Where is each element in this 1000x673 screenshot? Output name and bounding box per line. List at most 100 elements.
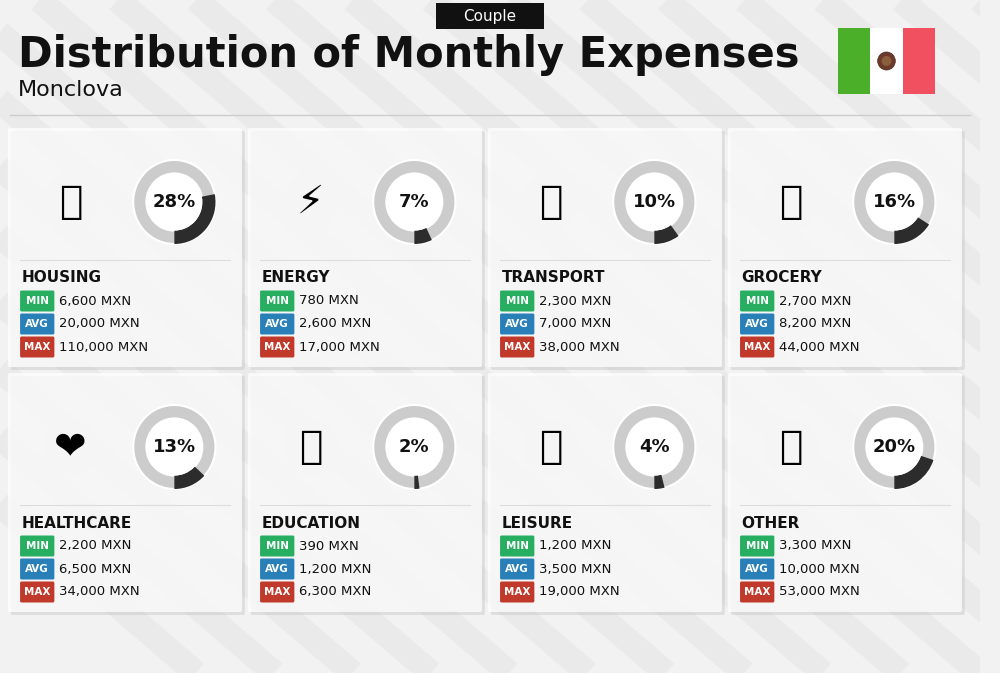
Text: AVG: AVG (505, 564, 529, 574)
Wedge shape (174, 194, 216, 244)
Text: AVG: AVG (745, 564, 769, 574)
FancyBboxPatch shape (260, 581, 294, 602)
Text: MAX: MAX (504, 342, 530, 352)
FancyBboxPatch shape (500, 336, 534, 357)
Circle shape (283, 419, 338, 475)
Text: 4%: 4% (639, 438, 670, 456)
FancyBboxPatch shape (500, 291, 534, 312)
Text: 780 MXN: 780 MXN (299, 295, 359, 308)
Circle shape (523, 419, 578, 475)
Text: 2,700 MXN: 2,700 MXN (779, 295, 851, 308)
Bar (838, 28, 870, 94)
Circle shape (763, 174, 818, 230)
Text: 19,000 MXN: 19,000 MXN (539, 586, 619, 598)
FancyBboxPatch shape (500, 581, 534, 602)
Text: 28%: 28% (153, 193, 196, 211)
Text: MAX: MAX (24, 342, 50, 352)
Wedge shape (894, 456, 933, 489)
Text: 10,000 MXN: 10,000 MXN (779, 563, 859, 575)
FancyBboxPatch shape (500, 559, 534, 579)
FancyBboxPatch shape (20, 291, 54, 312)
Wedge shape (414, 228, 432, 244)
Wedge shape (373, 405, 455, 489)
Text: 2%: 2% (399, 438, 430, 456)
FancyBboxPatch shape (728, 128, 962, 367)
Wedge shape (654, 225, 679, 244)
FancyBboxPatch shape (8, 373, 242, 612)
Circle shape (386, 174, 442, 231)
Text: MIN: MIN (266, 296, 289, 306)
Circle shape (283, 174, 338, 230)
FancyBboxPatch shape (248, 128, 482, 367)
Text: HOUSING: HOUSING (22, 271, 102, 285)
Text: 3,300 MXN: 3,300 MXN (779, 540, 851, 553)
Text: MIN: MIN (746, 296, 769, 306)
Circle shape (146, 174, 202, 231)
FancyBboxPatch shape (248, 373, 482, 612)
Wedge shape (853, 405, 935, 489)
Text: 🚌: 🚌 (539, 183, 562, 221)
FancyBboxPatch shape (11, 376, 245, 615)
Text: 390 MXN: 390 MXN (299, 540, 359, 553)
Text: MAX: MAX (24, 587, 50, 597)
Bar (870, 28, 903, 94)
FancyBboxPatch shape (20, 581, 54, 602)
FancyBboxPatch shape (488, 373, 722, 612)
Wedge shape (654, 474, 665, 489)
FancyBboxPatch shape (740, 536, 774, 557)
Text: 7%: 7% (399, 193, 430, 211)
Text: MAX: MAX (744, 587, 770, 597)
Text: 1,200 MXN: 1,200 MXN (299, 563, 371, 575)
Circle shape (626, 419, 682, 476)
Text: MIN: MIN (26, 541, 49, 551)
FancyBboxPatch shape (20, 559, 54, 579)
Text: 13%: 13% (153, 438, 196, 456)
Circle shape (43, 419, 98, 475)
FancyBboxPatch shape (731, 131, 965, 370)
Circle shape (866, 174, 922, 231)
Text: 38,000 MXN: 38,000 MXN (539, 341, 619, 353)
Text: AVG: AVG (265, 564, 289, 574)
Wedge shape (613, 160, 695, 244)
FancyBboxPatch shape (740, 559, 774, 579)
FancyBboxPatch shape (500, 314, 534, 334)
Wedge shape (133, 405, 216, 489)
Circle shape (878, 52, 895, 70)
Text: MAX: MAX (504, 587, 530, 597)
Text: EDUCATION: EDUCATION (262, 516, 361, 530)
Text: ⚡: ⚡ (297, 183, 324, 221)
Text: 2,300 MXN: 2,300 MXN (539, 295, 611, 308)
Text: ENERGY: ENERGY (262, 271, 330, 285)
FancyBboxPatch shape (740, 336, 774, 357)
Text: Couple: Couple (463, 9, 516, 24)
Wedge shape (853, 160, 935, 244)
Wedge shape (373, 160, 455, 244)
FancyBboxPatch shape (11, 131, 245, 370)
Text: 17,000 MXN: 17,000 MXN (299, 341, 380, 353)
Text: MIN: MIN (266, 541, 289, 551)
Text: AVG: AVG (25, 319, 49, 329)
Text: 53,000 MXN: 53,000 MXN (779, 586, 859, 598)
Text: 8,200 MXN: 8,200 MXN (779, 318, 851, 330)
Text: OTHER: OTHER (742, 516, 800, 530)
Wedge shape (174, 466, 204, 489)
FancyBboxPatch shape (20, 536, 54, 557)
FancyBboxPatch shape (260, 291, 294, 312)
Circle shape (866, 419, 922, 476)
Text: 6,600 MXN: 6,600 MXN (59, 295, 131, 308)
Text: 🎓: 🎓 (299, 428, 322, 466)
Text: MAX: MAX (744, 342, 770, 352)
Text: MAX: MAX (264, 342, 290, 352)
FancyBboxPatch shape (740, 314, 774, 334)
FancyBboxPatch shape (260, 314, 294, 334)
FancyBboxPatch shape (491, 131, 725, 370)
Text: AVG: AVG (745, 319, 769, 329)
Text: MIN: MIN (506, 296, 529, 306)
FancyBboxPatch shape (20, 314, 54, 334)
Text: AVG: AVG (25, 564, 49, 574)
Bar (903, 28, 935, 94)
Wedge shape (414, 475, 420, 489)
Circle shape (523, 174, 578, 230)
FancyBboxPatch shape (260, 336, 294, 357)
FancyBboxPatch shape (488, 128, 722, 367)
